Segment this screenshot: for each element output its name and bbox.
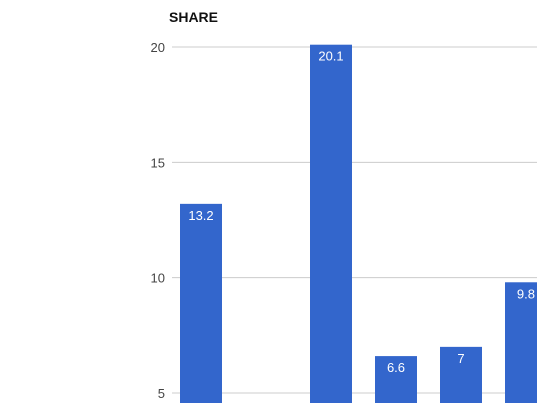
- bar: [375, 356, 417, 403]
- data-labels: 13.2 20.1 6.6 7 9.8: [188, 49, 535, 375]
- bar: [505, 282, 537, 403]
- y-axis-ticks: 5 10 15 20: [151, 40, 165, 401]
- bar-data-label: 7: [457, 351, 464, 366]
- bar-data-label: 6.6: [387, 360, 405, 375]
- bar-data-label: 13.2: [188, 208, 213, 223]
- bar-data-label: 9.8: [517, 286, 535, 301]
- y-tick-label: 10: [151, 271, 165, 286]
- bar: [310, 44, 352, 403]
- gridlines: [172, 46, 537, 394]
- bar-data-label: 20.1: [318, 49, 343, 64]
- chart-title: SHARE: [169, 9, 219, 25]
- bars: [180, 44, 537, 403]
- bar: [180, 203, 222, 403]
- bar: [440, 346, 482, 403]
- y-tick-label: 15: [151, 155, 165, 170]
- y-tick-label: 5: [158, 386, 165, 401]
- y-tick-label: 20: [151, 40, 165, 55]
